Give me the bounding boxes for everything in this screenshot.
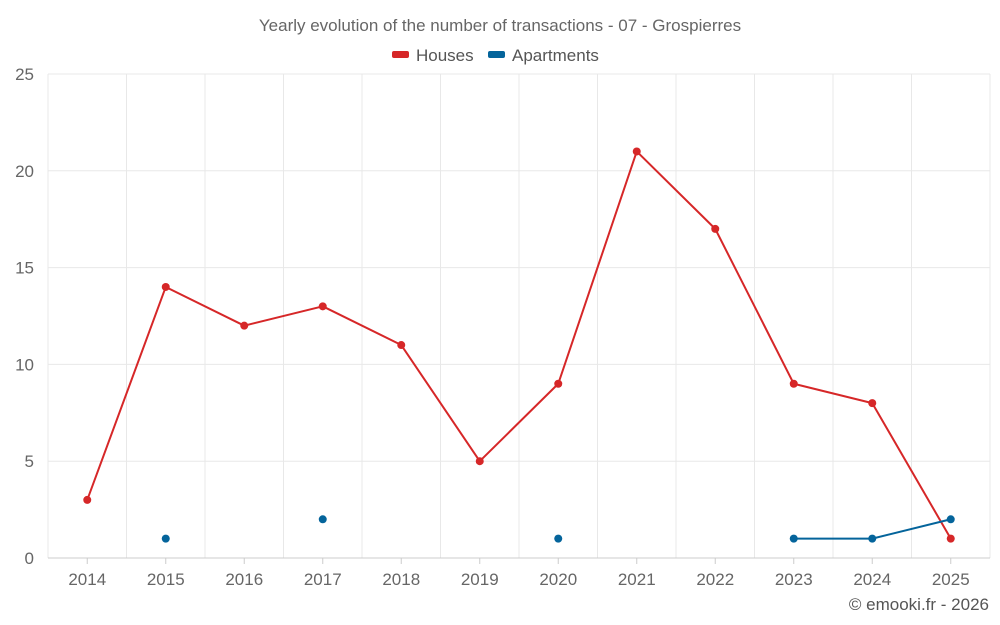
data-point-apartments: [789, 534, 798, 543]
x-tick-label: 2024: [853, 570, 891, 589]
legend-swatch-houses: [392, 51, 409, 58]
grid: [47, 73, 991, 558]
legend: Houses Apartments: [392, 46, 599, 65]
chart-title: Yearly evolution of the number of transa…: [259, 16, 741, 35]
y-tick-label: 20: [15, 162, 34, 181]
x-tick-label: 2017: [304, 570, 342, 589]
x-tick-label: 2019: [461, 570, 499, 589]
legend-label-apartments: Apartments: [512, 46, 599, 65]
data-point-apartments: [161, 534, 170, 543]
data-point-houses: [397, 341, 406, 350]
x-tick-label: 2021: [618, 570, 656, 589]
y-tick-label: 0: [25, 549, 34, 568]
data-point-houses: [83, 495, 92, 504]
data-point-houses: [868, 399, 877, 408]
x-tick-label: 2014: [68, 570, 106, 589]
x-tick-label: 2022: [696, 570, 734, 589]
y-tick-label: 25: [15, 65, 34, 84]
data-point-apartments: [554, 534, 563, 543]
data-point-houses: [711, 224, 720, 233]
x-tick-label: 2025: [932, 570, 970, 589]
legend-swatch-apartments: [488, 51, 505, 58]
y-tick-label: 10: [15, 355, 34, 374]
copyright: © emooki.fr - 2026: [849, 595, 989, 614]
data-point-apartments: [318, 515, 327, 524]
x-tick-label: 2018: [382, 570, 420, 589]
data-point-apartments: [946, 515, 955, 524]
data-point-houses: [632, 147, 641, 156]
x-tick-label: 2016: [225, 570, 263, 589]
data-point-houses: [554, 379, 563, 388]
x-tick-label: 2023: [775, 570, 813, 589]
y-tick-label: 5: [25, 452, 34, 471]
legend-item-apartments[interactable]: Apartments: [488, 46, 599, 65]
legend-item-houses[interactable]: Houses: [392, 46, 474, 65]
series-line-houses: [86, 150, 952, 540]
data-point-houses: [161, 282, 170, 291]
data-point-houses: [475, 457, 484, 466]
data-point-apartments: [868, 534, 877, 543]
x-tick-label: 2020: [539, 570, 577, 589]
series: [83, 147, 955, 543]
data-point-houses: [240, 321, 249, 330]
data-point-houses: [946, 534, 955, 543]
legend-label-houses: Houses: [416, 46, 474, 65]
data-point-houses: [789, 379, 798, 388]
y-tick-label: 15: [15, 259, 34, 278]
data-point-houses: [318, 302, 327, 311]
x-tick-label: 2015: [147, 570, 185, 589]
